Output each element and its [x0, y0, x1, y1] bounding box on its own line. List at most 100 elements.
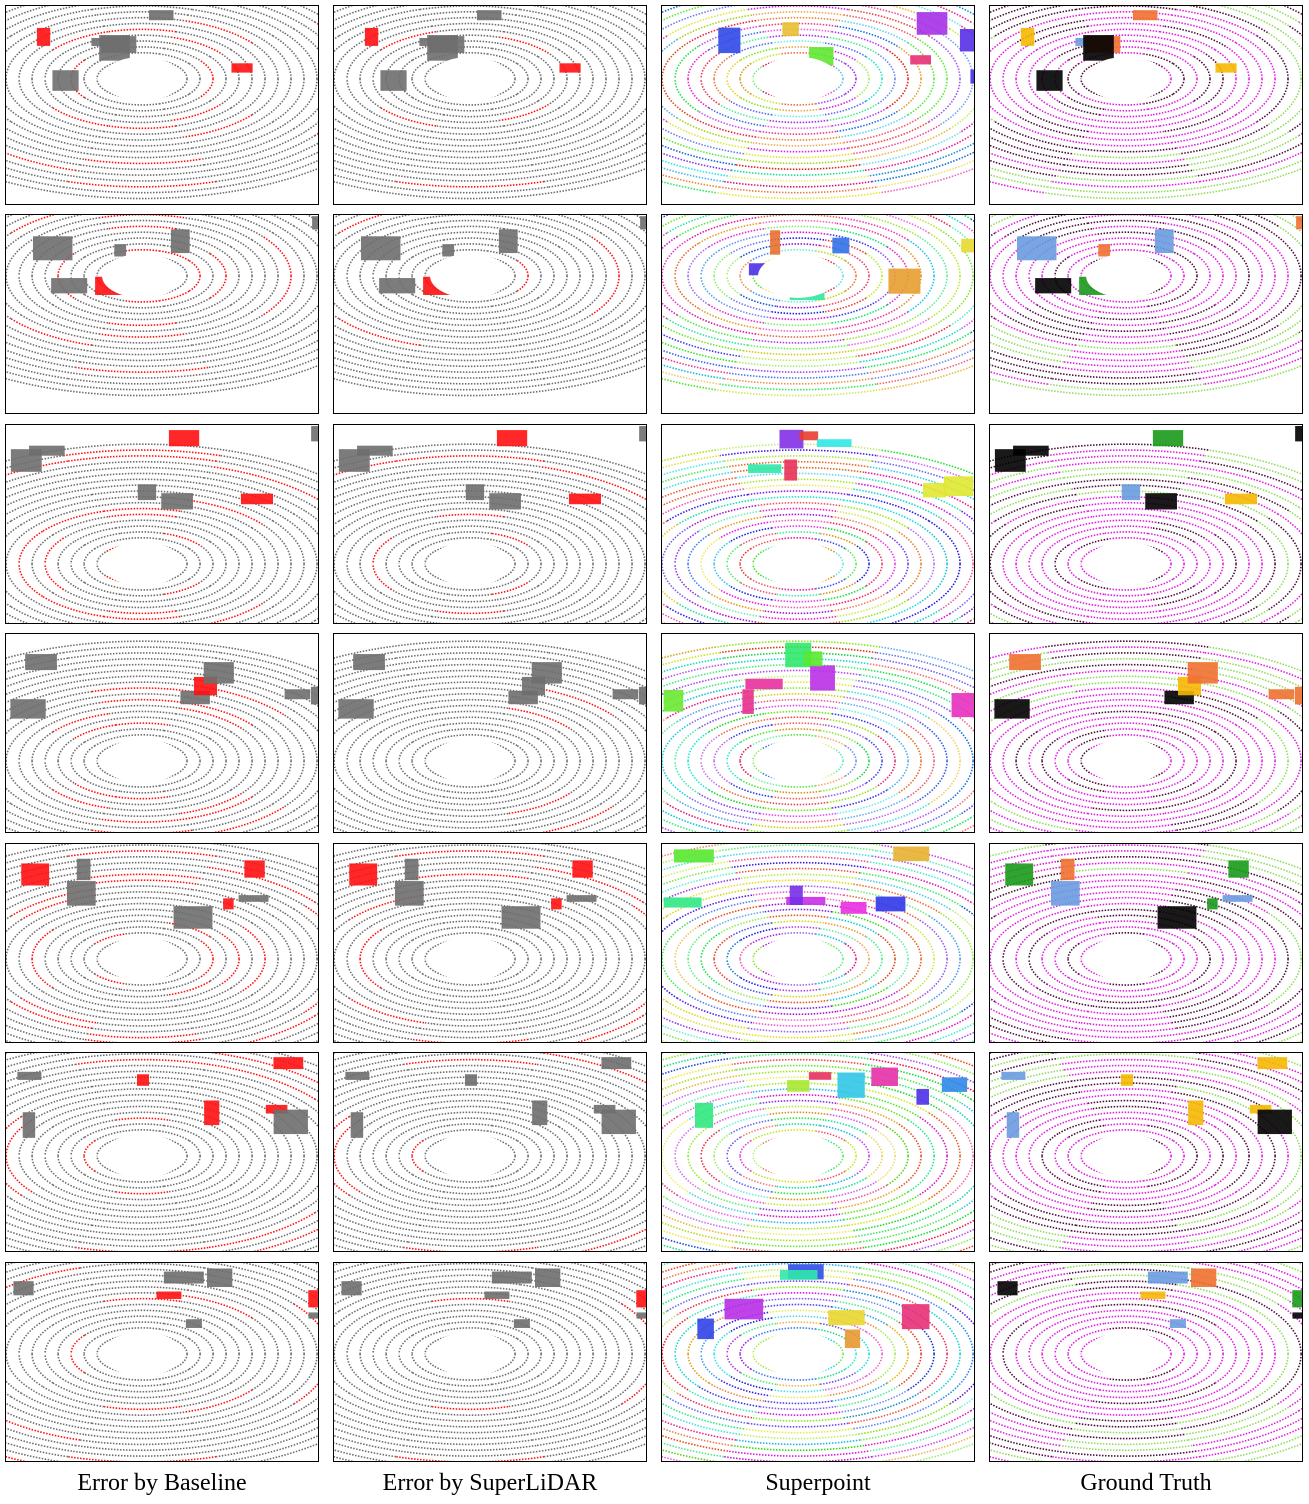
scan-line: [72, 1253, 212, 1258]
object-points: [799, 431, 818, 440]
sensor-blind-spot: [430, 937, 510, 981]
sensor-blind-spot: [430, 57, 510, 101]
object-points: [748, 464, 781, 473]
sensor-blind-spot: [102, 739, 182, 783]
object-points: [888, 269, 920, 294]
object-points: [535, 1268, 560, 1287]
object-points: [745, 679, 782, 689]
object-points: [164, 1272, 204, 1284]
object-points: [466, 484, 484, 500]
sensor-blind-spot: [430, 1134, 510, 1178]
object-points: [1035, 278, 1071, 293]
object-points: [365, 28, 378, 46]
object-points: [1155, 229, 1174, 253]
object-points: [114, 244, 126, 256]
object-points: [137, 1074, 149, 1086]
object-points: [613, 689, 639, 699]
object-points: [13, 1281, 33, 1295]
object-points: [169, 430, 199, 446]
object-points: [67, 881, 96, 906]
object-points: [341, 1281, 361, 1295]
object-points: [893, 847, 929, 862]
sensor-blind-spot: [430, 739, 510, 783]
column-caption: Ground Truth: [1080, 1470, 1211, 1496]
object-points: [674, 849, 714, 862]
object-points: [492, 1272, 532, 1284]
object-points: [353, 654, 385, 670]
object-points: [1153, 430, 1183, 446]
sensor-blind-spot: [102, 1332, 182, 1376]
object-points: [784, 460, 797, 481]
object-points: [138, 484, 156, 500]
object-points: [99, 35, 130, 61]
object-points: [52, 70, 78, 91]
object-points: [995, 449, 1026, 472]
object-points: [952, 693, 983, 717]
object-points: [787, 1080, 809, 1092]
object-points: [1083, 35, 1114, 61]
object-points: [1051, 881, 1080, 906]
object-points: [1098, 244, 1110, 256]
object-points: [427, 35, 458, 61]
object-points: [161, 493, 193, 509]
object-points: [832, 238, 849, 254]
sensor-blind-spot: [758, 1134, 838, 1178]
scan-line: [0, 1156, 1, 1202]
object-points: [876, 897, 906, 912]
object-points: [380, 70, 406, 91]
object-points: [442, 244, 454, 256]
object-points: [1001, 1072, 1025, 1080]
object-points: [601, 1057, 631, 1069]
object-points: [37, 28, 50, 46]
object-points: [804, 651, 823, 666]
object-points: [532, 662, 562, 683]
scan-line: [0, 1308, 1, 1354]
scan-line: [416, 836, 524, 840]
object-points: [1225, 494, 1257, 505]
object-points: [339, 449, 370, 472]
scan-line: [400, 1252, 540, 1257]
object-points: [1121, 1074, 1133, 1086]
object-points: [204, 662, 234, 683]
object-points: [405, 859, 419, 880]
scan-line: [76, 1258, 208, 1263]
object-points: [1188, 1100, 1203, 1125]
object-points: [1295, 687, 1309, 705]
scan-line: [744, 0, 852, 4]
scan-line: [416, 0, 524, 4]
object-points: [174, 906, 213, 929]
scan-line: [752, 628, 844, 631]
scan-line: [88, 836, 196, 840]
object-points: [1005, 863, 1033, 885]
scan-line: [80, 1045, 204, 1049]
scan-line: [744, 836, 852, 840]
scan-line: [72, 1252, 212, 1257]
object-points: [817, 439, 852, 447]
object-points: [1009, 654, 1041, 670]
object-points: [25, 654, 57, 670]
object-points: [567, 895, 597, 902]
object-points: [244, 860, 264, 877]
object-points: [171, 229, 190, 253]
sensor-blind-spot: [1086, 1134, 1166, 1178]
sensor-blind-spot: [758, 542, 838, 586]
object-points: [664, 690, 684, 712]
scan-line: [424, 628, 516, 631]
object-points: [871, 1068, 898, 1086]
object-points: [241, 494, 273, 505]
object-points: [497, 430, 527, 446]
sensor-blind-spot: [102, 937, 182, 981]
object-points: [695, 1103, 713, 1128]
scan-line: [0, 1354, 1, 1400]
object-points: [559, 63, 580, 72]
object-points: [1145, 493, 1177, 509]
sensor-blind-spot: [758, 254, 838, 298]
object-points: [1269, 689, 1295, 699]
object-points: [572, 860, 592, 877]
sensor-blind-spot: [1086, 254, 1166, 298]
object-points: [489, 493, 521, 509]
object-points: [477, 10, 502, 20]
object-points: [532, 1100, 547, 1125]
object-points: [156, 1292, 181, 1299]
object-points: [942, 1077, 967, 1092]
